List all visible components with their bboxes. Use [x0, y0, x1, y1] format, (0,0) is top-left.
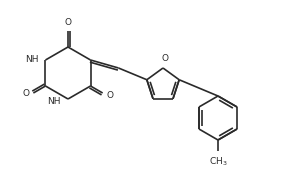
Text: O: O: [65, 18, 71, 27]
Text: CH$_3$: CH$_3$: [209, 155, 227, 167]
Text: NH: NH: [25, 55, 38, 64]
Text: NH: NH: [47, 97, 61, 106]
Text: O: O: [22, 89, 29, 98]
Text: O: O: [107, 90, 114, 99]
Text: O: O: [162, 54, 169, 63]
